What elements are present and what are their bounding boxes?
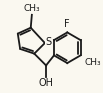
Text: S: S (45, 37, 51, 47)
Text: F: F (64, 19, 70, 29)
Text: OH: OH (39, 78, 54, 88)
Text: CH₃: CH₃ (24, 4, 40, 13)
Text: CH₃: CH₃ (85, 58, 101, 67)
